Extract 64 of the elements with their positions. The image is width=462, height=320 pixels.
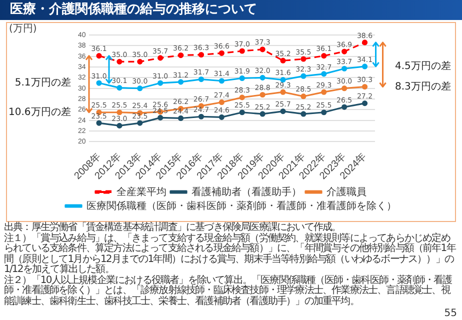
- point: [116, 110, 122, 116]
- point: [137, 86, 143, 92]
- point: [116, 58, 122, 64]
- point: [96, 120, 102, 126]
- point: [342, 48, 348, 54]
- point: [198, 76, 204, 82]
- point: [218, 99, 224, 106]
- point: [96, 80, 102, 86]
- point: [116, 85, 122, 91]
- legend-label: 看護補助者（看護助手）: [192, 186, 302, 198]
- annotation: 8.3万円の差: [395, 80, 451, 92]
- point: [239, 75, 245, 82]
- point: [198, 114, 204, 120]
- point: [300, 73, 306, 79]
- point: [178, 79, 184, 85]
- text: 注２）「10人以上規模企業における役職者」を除いて算出。「医療関係職種（医師・歯科医師・薬剤師・看護師・准看護師を除く）」とは、「診療放射線技師・臨床検査技師・理学療法士、作業療法士、言語聴覚士、視能訓練士、歯科衛生士、歯科技工士、栄養士、看護補助者（看護助手）」の加重平均。: [4, 274, 453, 307]
- point: [280, 58, 286, 64]
- point: [342, 66, 348, 72]
- annotation: 5.1万円の差: [14, 76, 71, 89]
- point: [342, 104, 348, 110]
- point: [158, 80, 164, 86]
- text: 55: [444, 308, 457, 319]
- point: [300, 111, 306, 117]
- point: [178, 115, 184, 122]
- point: [321, 71, 327, 77]
- point: [239, 94, 245, 100]
- point: [158, 55, 164, 61]
- point: [362, 40, 368, 46]
- point: [321, 110, 327, 116]
- point: [137, 58, 143, 64]
- point: [137, 120, 143, 126]
- point: [178, 52, 184, 58]
- point: [362, 100, 368, 106]
- legend-label: 介護職員: [326, 186, 366, 198]
- legend-label: 医療関係職種（医師・歯科医師・薬剤師・看護師・准看護師を除く）: [86, 200, 396, 212]
- point: [260, 111, 266, 117]
- point: [239, 48, 245, 54]
- legend-label: 全産業平均: [116, 186, 166, 198]
- point: [198, 52, 204, 58]
- chart-title: 医療・介護関係職種の給与の推移について: [0, 0, 462, 20]
- point: [218, 114, 224, 120]
- point: [116, 122, 122, 129]
- y-axis-title: (万円): [9, 24, 37, 35]
- point: [239, 110, 245, 116]
- point: [280, 89, 286, 95]
- point: [218, 50, 224, 56]
- point: [342, 86, 348, 92]
- point: [300, 94, 306, 100]
- point: [321, 53, 327, 59]
- point: [362, 84, 368, 90]
- text: 注１）「賞与込み給与」は、「きまって支給する現金給与額（労働契約、就業規則等によってあらかじめ定められている支給条件、算定方法によって支給される現金給与額）」に、「年間賞与その他特別給与額（前年1年間（原則として1月から12月までの1年間）における賞与、期末手当等特別給与額（いわゆるボーナス））」の1/12を加えて算出した額。: [4, 232, 457, 275]
- point: [260, 74, 266, 80]
- annotation: 10.6万円の差: [8, 106, 71, 118]
- point: [218, 78, 224, 84]
- point: [96, 53, 102, 59]
- point: [260, 92, 266, 98]
- point: [260, 46, 266, 52]
- source-note: 出典：厚生労働省「賃金構造基本統計調査」に基づき保険局医療課において作成。: [4, 222, 342, 233]
- point: [362, 64, 368, 70]
- point: [158, 114, 164, 121]
- annotation: 4.5万円の差: [395, 60, 451, 72]
- point: [280, 108, 286, 114]
- point: [321, 89, 327, 95]
- point: [300, 56, 306, 62]
